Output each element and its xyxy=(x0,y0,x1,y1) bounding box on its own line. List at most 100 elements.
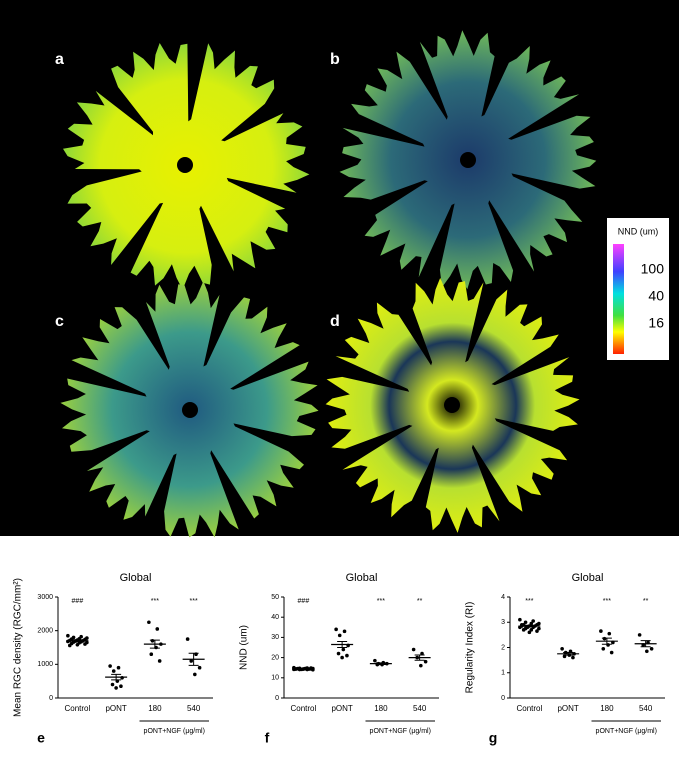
significance: ** xyxy=(417,598,423,605)
data-point xyxy=(150,638,155,643)
panel-label: a xyxy=(55,51,64,68)
significance: ** xyxy=(643,598,649,605)
error-bar xyxy=(188,652,199,666)
x-tick-label: 180 xyxy=(374,704,388,713)
data-point xyxy=(110,682,115,687)
data-point xyxy=(535,629,539,633)
significance: *** xyxy=(525,598,533,605)
data-point xyxy=(309,666,313,670)
y-tick-label: 4 xyxy=(501,594,505,601)
data-point xyxy=(337,633,342,638)
error-bar xyxy=(601,637,612,645)
data-point xyxy=(571,655,575,660)
data-point xyxy=(419,663,423,668)
error-bar xyxy=(414,654,425,661)
data-point xyxy=(157,659,162,663)
data-point xyxy=(527,630,532,635)
y-axis-label: Regularity Index (RI) xyxy=(465,602,476,694)
data-point xyxy=(197,665,202,670)
x-tick-label: pONT xyxy=(105,704,126,713)
error-bar xyxy=(149,639,160,649)
optic-disc xyxy=(177,157,193,173)
error-bar xyxy=(72,639,83,643)
data-point xyxy=(67,643,72,648)
y-axis-label: NND (um) xyxy=(239,625,250,670)
y-tick-label: 50 xyxy=(271,594,279,601)
data-point xyxy=(649,646,654,651)
colorbar-tick-label: 40 xyxy=(648,288,664,304)
data-point xyxy=(411,647,416,652)
data-point xyxy=(155,627,160,631)
data-point xyxy=(560,646,564,651)
data-point xyxy=(537,626,541,631)
error-bar xyxy=(298,667,309,670)
data-point xyxy=(149,652,154,657)
data-point xyxy=(341,647,346,652)
colorbar-title: NND (um) xyxy=(618,226,659,236)
significance: ### xyxy=(298,598,310,605)
data-point xyxy=(342,629,347,634)
data-point xyxy=(529,621,534,626)
error-bar xyxy=(337,640,348,648)
y-tick-label: 3000 xyxy=(37,594,53,601)
data-point xyxy=(373,658,377,663)
y-tick-label: 0 xyxy=(275,695,279,702)
significance: *** xyxy=(377,598,385,605)
data-point xyxy=(423,659,428,664)
panel-label: e xyxy=(37,730,45,746)
x-tick-label: Control xyxy=(516,704,542,713)
x-tick-label: 540 xyxy=(187,704,201,713)
image-background xyxy=(0,0,679,536)
data-point xyxy=(108,664,112,668)
retina-images: a b c d xyxy=(55,30,597,538)
data-point xyxy=(340,655,344,660)
y-tick-label: 1000 xyxy=(37,661,53,668)
x-tick-label: Control xyxy=(64,704,90,713)
data-point xyxy=(193,672,197,677)
data-point xyxy=(189,659,194,663)
data-point xyxy=(531,619,535,623)
y-tick-label: 0 xyxy=(501,695,505,702)
y-tick-label: 3 xyxy=(501,619,505,626)
error-bar xyxy=(111,673,122,681)
error-bar xyxy=(563,652,574,656)
data-point xyxy=(185,637,190,641)
x-tick-label: Control xyxy=(290,704,316,713)
significance: *** xyxy=(603,598,611,605)
data-point xyxy=(599,629,603,633)
data-point xyxy=(119,684,123,689)
significance: ### xyxy=(72,598,84,605)
panel-label: c xyxy=(55,313,64,330)
chart-title: Global xyxy=(120,572,152,584)
data-point xyxy=(345,653,349,658)
panel-label: b xyxy=(330,51,340,68)
colorbar-tick-label: 100 xyxy=(641,261,665,277)
data-point xyxy=(523,620,528,625)
y-tick-label: 40 xyxy=(271,614,279,621)
data-point xyxy=(609,650,614,655)
x-tick-label: 540 xyxy=(413,704,427,713)
data-point xyxy=(521,628,526,632)
chart-title: Global xyxy=(572,572,604,584)
colorbar-tick-label: 16 xyxy=(648,315,664,331)
data-point xyxy=(147,620,151,625)
group-label: pONT+NGF (μg/ml) xyxy=(144,728,205,735)
x-tick-label: 180 xyxy=(600,704,614,713)
chart-title: Global xyxy=(346,572,378,584)
y-tick-label: 1 xyxy=(501,670,505,677)
x-tick-label: pONT xyxy=(557,704,578,713)
data-point xyxy=(114,686,118,690)
y-tick-label: 2000 xyxy=(37,628,53,635)
panel-label: f xyxy=(265,730,270,746)
x-tick-label: pONT xyxy=(331,704,352,713)
data-point xyxy=(602,636,607,641)
group-label: pONT+NGF (μg/ml) xyxy=(596,728,657,735)
significance: *** xyxy=(190,598,198,605)
colorbar-strip xyxy=(613,244,624,354)
y-tick-label: 30 xyxy=(271,634,279,641)
panel-label: d xyxy=(330,313,340,330)
data-point xyxy=(111,669,116,673)
group-label: pONT+NGF (μg/ml) xyxy=(370,728,431,735)
x-tick-label: 180 xyxy=(148,704,162,713)
